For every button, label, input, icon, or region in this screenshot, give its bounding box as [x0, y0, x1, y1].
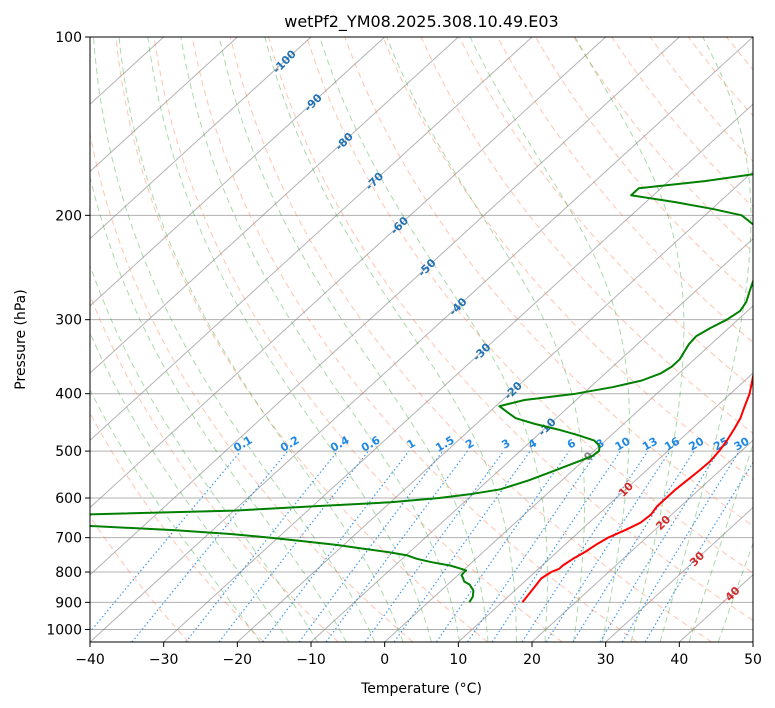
- y-tick-label: 300: [55, 313, 82, 329]
- x-tick-label: −10: [296, 652, 326, 668]
- isotherm-line: [90, 37, 753, 642]
- moist-adiabat-line: [574, 37, 685, 642]
- dry-adiabat-line: [268, 37, 753, 622]
- moist-adiabat-line: [90, 331, 290, 642]
- y-tick-label: 600: [55, 491, 82, 507]
- isotherm-line: [310, 237, 753, 642]
- x-tick-label: −40: [75, 652, 105, 668]
- moist-adiabat-line: [386, 37, 585, 642]
- x-tick-label: 20: [523, 652, 541, 668]
- mixing-ratio-line: [393, 450, 531, 642]
- isotherm-line: [90, 37, 312, 240]
- isotherm-line: [531, 439, 753, 642]
- dry-adiabat-line: [382, 37, 753, 481]
- isotherm-line: [457, 372, 753, 642]
- x-tick-label: −20: [223, 652, 253, 668]
- dry-adiabat-line: [153, 37, 563, 642]
- chart-title: wetPf2_YM08.2025.308.10.49.E03: [284, 12, 558, 32]
- x-tick-label: −30: [149, 652, 179, 668]
- grid-layer: [90, 37, 753, 630]
- y-tick-label: 800: [55, 565, 82, 581]
- x-axis-title: Temperature (°C): [360, 681, 482, 697]
- isotherm-line: [384, 305, 753, 642]
- isotherm-line: [90, 37, 680, 576]
- moist-adiabat-line: [90, 264, 319, 642]
- y-tick-label: 500: [55, 444, 82, 460]
- dry-adiabat-line: [535, 37, 753, 298]
- moist-adiabat-line: [264, 37, 517, 642]
- x-tick-label: 40: [670, 652, 688, 668]
- mixing-ratio-line: [364, 450, 505, 642]
- isotherm-line: [163, 103, 753, 642]
- isotherm-line: [90, 37, 533, 442]
- axes: −40 −30 −20 −10 0 10 20 30 40 50 100 200 300 400 500 60…: [46, 30, 762, 668]
- y-tick-label: 900: [55, 595, 82, 611]
- moist-adiabat-line: [90, 388, 261, 642]
- mixing-ratio-line: [90, 450, 242, 633]
- isotherm-line: [90, 37, 386, 307]
- mixing-ratio-line: [435, 450, 570, 642]
- dry-adiabat-line: [115, 37, 488, 642]
- mixing-ratio-line: [262, 450, 410, 642]
- y-tick-label: 1000: [46, 622, 82, 638]
- isotherm-line: [90, 37, 459, 374]
- dry-adiabat-line: [229, 37, 712, 642]
- mixing-ratio-line: [298, 450, 444, 642]
- moist-adiabat-line: [93, 37, 376, 642]
- sounding-series: [90, 173, 753, 603]
- moist-adiabat-line: [90, 174, 347, 642]
- y-axis-title: Pressure (hPa): [13, 289, 29, 389]
- dry-adiabat-line: [90, 515, 190, 642]
- dry-adiabat-line: [90, 131, 414, 642]
- background-lines: [90, 37, 753, 642]
- dewpoint-line: [90, 173, 753, 603]
- y-tick-label: 700: [55, 531, 82, 547]
- isotherm-line: [90, 37, 238, 173]
- x-tick-label: 0: [380, 652, 389, 668]
- moist-adiabat-line: [469, 37, 630, 642]
- mixing-ratio-line: [545, 450, 671, 642]
- mixing-ratio-line: [521, 450, 649, 642]
- x-tick-label: 10: [449, 652, 467, 668]
- moist-adiabat-line: [218, 37, 489, 642]
- mixing-ratio-line: [131, 450, 289, 642]
- moist-adiabat-line: [319, 37, 548, 642]
- moist-adiabat-line: [180, 37, 461, 642]
- isotherm-line: [236, 170, 753, 642]
- dry-adiabat-line: [496, 37, 753, 344]
- dry-adiabat-line: [90, 412, 264, 642]
- temperature-line: [521, 371, 753, 603]
- mixing-ratio-line: [572, 450, 695, 642]
- mixing-ratio-line: [325, 450, 468, 642]
- isotherm-line: [605, 506, 753, 642]
- mixing-ratio-line: [466, 450, 599, 642]
- x-tick-label: 50: [744, 652, 762, 668]
- y-tick-label: 100: [55, 30, 82, 46]
- mixing-ratio-line: [185, 450, 339, 642]
- x-tick-label: 30: [597, 652, 615, 668]
- plot-frame: [89, 36, 754, 643]
- mixing-ratio-line: [621, 450, 740, 642]
- moist-adiabat-line: [659, 37, 752, 642]
- dry-adiabat-line: [191, 37, 638, 642]
- moist-adiabat-line: [118, 37, 404, 642]
- isotherm-line: [90, 37, 607, 509]
- moist-adiabat-line: [147, 37, 432, 642]
- mixing-ratio-line: [491, 450, 621, 642]
- dry-adiabat-line: [344, 37, 753, 527]
- dry-adiabat-line: [306, 37, 753, 574]
- moist-adiabat-line: [688, 442, 753, 642]
- y-tick-label: 200: [55, 208, 82, 224]
- y-tick-label: 400: [55, 387, 82, 403]
